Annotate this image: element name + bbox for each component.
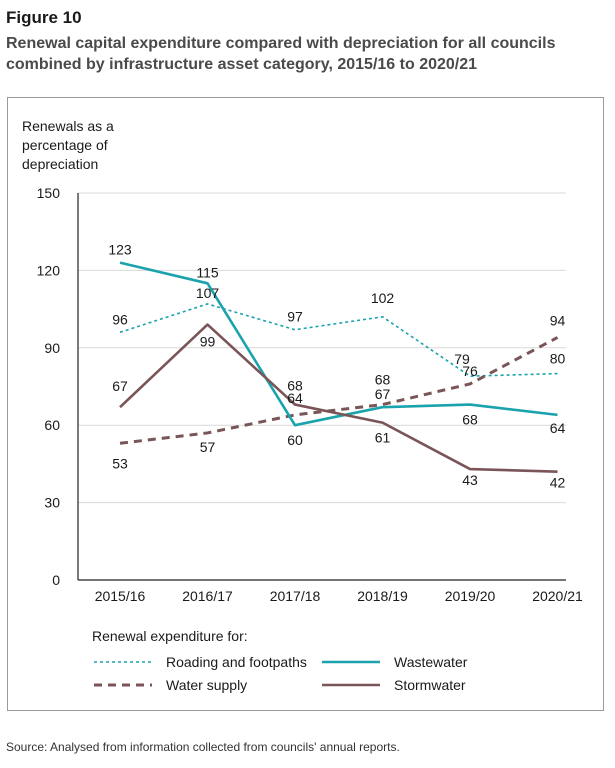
y-tick-label: 0	[52, 572, 60, 588]
x-tick-label: 2018/19	[357, 588, 408, 604]
data-label-water-supply: 57	[200, 439, 216, 455]
y-tick-label: 60	[44, 417, 60, 433]
series-line-stormwater	[119, 323, 558, 473]
data-label-stormwater: 68	[287, 378, 303, 394]
data-label-roading-and-footpaths: 80	[550, 351, 566, 367]
series-line-water-supply	[119, 336, 559, 445]
data-label-stormwater: 43	[462, 472, 478, 488]
data-label-water-supply: 64	[287, 390, 303, 406]
y-axis-label-line-3: depreciation	[22, 156, 99, 172]
legend-label-wastewater: Wastewater	[394, 654, 468, 670]
data-label-stormwater: 99	[200, 334, 216, 350]
x-tick-label: 2016/17	[182, 588, 233, 604]
y-tick-label: 30	[44, 495, 60, 511]
chart-frame	[7, 97, 604, 711]
x-tick-label: 2017/18	[270, 588, 321, 604]
chart-title: Renewal capital expenditure compared wit…	[6, 33, 606, 75]
data-label-wastewater: 68	[462, 412, 478, 428]
series-line-wastewater	[119, 261, 558, 427]
data-label-stormwater: 67	[112, 378, 128, 394]
data-label-wastewater: 64	[550, 420, 566, 436]
data-label-wastewater: 123	[108, 242, 132, 258]
x-tick-label: 2019/20	[445, 588, 496, 604]
y-tick-label: 150	[37, 185, 61, 201]
series-lines	[119, 261, 559, 473]
source-note: Source: Analysed from information collec…	[6, 740, 400, 754]
data-label-roading-and-footpaths: 79	[454, 351, 470, 367]
data-label-roading-and-footpaths: 102	[371, 290, 395, 306]
data-label-roading-and-footpaths: 96	[112, 311, 128, 327]
data-label-roading-and-footpaths: 107	[196, 285, 220, 301]
legend-label-water-supply: Water supply	[166, 677, 247, 693]
chart-title-line-2: combined by infrastructure asset categor…	[6, 56, 478, 73]
y-axis-label-line-1: Renewals as a	[22, 118, 114, 134]
data-label-wastewater: 115	[196, 264, 219, 280]
y-axis-label-line-2: percentage of	[22, 137, 108, 153]
legend-label-roading-and-footpaths: Roading and footpaths	[166, 654, 307, 670]
data-label-stormwater: 42	[550, 475, 566, 491]
data-label-water-supply: 53	[112, 455, 128, 471]
data-label-water-supply: 94	[550, 312, 566, 328]
data-label-water-supply: 76	[462, 363, 478, 379]
figure-label: Figure 10	[6, 8, 82, 27]
gridlines	[78, 192, 566, 504]
data-label-roading-and-footpaths: 97	[287, 309, 303, 325]
y-tick-label: 90	[44, 340, 60, 356]
legend: Roading and footpaths Water supply Wastewa…	[94, 654, 468, 693]
data-label-wastewater: 67	[375, 386, 391, 402]
data-label-wastewater: 60	[287, 432, 303, 448]
chart-title-line-1: Renewal capital expenditure compared wit…	[6, 35, 556, 52]
y-axis-label: Renewals as a percentage of depreciation	[22, 117, 114, 174]
data-label-water-supply: 68	[375, 372, 391, 388]
series-line-roading-and-footpaths	[119, 303, 558, 377]
x-tick-label: 2015/16	[95, 588, 146, 604]
axes: 0 30 60 90 120 150 2015/16 2016/17 2017/18 2018/1…	[37, 185, 583, 604]
data-label-stormwater: 61	[375, 430, 391, 446]
legend-label-stormwater: Stormwater	[394, 677, 466, 693]
y-tick-label: 120	[37, 262, 61, 278]
legend-title: Renewal expenditure for:	[92, 628, 248, 644]
x-tick-label: 2020/21	[532, 588, 583, 604]
